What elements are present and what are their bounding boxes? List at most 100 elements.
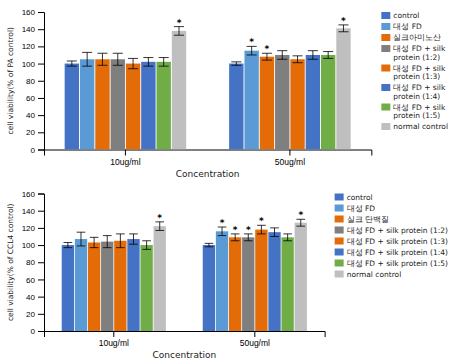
legend-swatch <box>381 12 390 19</box>
bar <box>65 64 79 150</box>
x-axis-line <box>45 332 326 338</box>
bar <box>295 223 307 331</box>
legend-item: normal control <box>335 270 402 279</box>
significance-mark: * <box>157 213 162 223</box>
significance-mark: * <box>246 225 251 235</box>
bar <box>306 55 320 150</box>
y-axis-line <box>38 194 45 332</box>
bar <box>229 237 241 331</box>
bar <box>255 230 267 331</box>
legend-swatch <box>335 216 344 223</box>
legend-item: 대성 FD + silkprotein (1:3) <box>381 64 446 82</box>
legend-label: 대성 FD + silkprotein (1:5) <box>393 103 446 121</box>
y-tick: 40 <box>26 293 44 302</box>
y-tick: 140 <box>22 25 44 34</box>
y-tick: 20 <box>26 128 44 137</box>
error-bar <box>218 227 227 236</box>
bar <box>336 28 350 149</box>
error-bar <box>323 52 333 59</box>
error-bar <box>113 53 123 65</box>
y-tick: 140 <box>22 207 44 216</box>
legend-item: control <box>381 11 419 20</box>
y-tick-label: 20 <box>26 128 35 137</box>
legend-swatch <box>381 34 390 41</box>
x-tick: 10ug/ml <box>99 331 129 348</box>
legend-label: 실크 단백질 <box>347 215 389 224</box>
bar <box>154 226 166 331</box>
y-axis: 020406080100120140160 <box>22 190 45 337</box>
bar <box>244 51 258 150</box>
legend-swatch <box>381 23 390 30</box>
y-tick-mark <box>38 132 44 133</box>
error-bar <box>143 58 153 67</box>
legend-swatch <box>381 84 390 91</box>
x-tick: 50ug/ml <box>275 150 305 167</box>
panel: control 대성 FD 실크 단백질대성 FD + silk protein (… <box>6 190 448 360</box>
series <box>111 51 290 150</box>
bar <box>172 31 186 150</box>
series <box>154 219 307 331</box>
error-bar <box>205 243 214 246</box>
error-bar <box>247 46 257 55</box>
legend-item: 실크아미노산 <box>381 33 441 42</box>
x-axis: 10ug/ml50ug/ml <box>45 331 326 348</box>
y-tick: 0 <box>31 146 44 155</box>
y-tick-label: 40 <box>26 293 35 302</box>
legend-item: 대성 FD + silkprotein (1:2) <box>381 44 446 62</box>
error-bar <box>97 53 107 65</box>
chart-canvas: control 대성 FD 실크아미노산대성 FD + silkprotein (1… <box>0 0 454 363</box>
error-bar <box>277 51 287 60</box>
error-bar <box>116 234 125 248</box>
error-bar <box>67 61 77 66</box>
bars <box>65 25 351 150</box>
y-tick: 120 <box>22 42 44 51</box>
legend-label: 대성 FD + silkprotein (1:3) <box>393 64 446 82</box>
legend-swatch <box>335 260 344 267</box>
legend-item: control <box>335 193 373 202</box>
significance-mark: * <box>298 210 303 220</box>
y-tick-label: 40 <box>26 111 35 120</box>
legend-label: 대성 FD <box>347 204 376 213</box>
y-tick-label: 160 <box>22 190 36 199</box>
legend: control대성 FD실크아미노산대성 FD + silkprotein (1… <box>381 11 448 131</box>
annotations: **** <box>177 16 346 54</box>
y-tick-mark <box>38 29 44 30</box>
y-tick: 0 <box>31 327 44 336</box>
legend-item: 대성 FD <box>335 204 376 213</box>
legend-label: control <box>393 11 419 20</box>
error-bar <box>231 234 240 241</box>
y-tick-mark <box>38 262 44 263</box>
legend-item: normal control <box>381 122 448 131</box>
y-tick-label: 80 <box>26 258 35 267</box>
plot-area: 02040608010012014016010ug/ml50ug/ml****C… <box>6 8 372 178</box>
y-tick-mark <box>38 194 44 195</box>
y-tick-label: 100 <box>22 60 36 69</box>
significance-mark: * <box>341 16 346 26</box>
legend-swatch <box>335 227 344 234</box>
bar <box>281 237 293 331</box>
legend-item: 대성 FD + silk protein (1:4) <box>335 248 448 257</box>
legend-label: 대성 FD + silkprotein (1:4) <box>393 83 446 101</box>
significance-mark: * <box>220 218 225 228</box>
y-tick: 80 <box>26 77 44 86</box>
bars <box>62 219 307 331</box>
y-axis-line <box>38 13 45 151</box>
legend-swatch <box>335 238 344 245</box>
y-tick-mark <box>38 64 44 65</box>
y-tick-mark <box>38 46 44 47</box>
panel: control대성 FD실크아미노산대성 FD + silkprotein (1… <box>6 8 448 178</box>
x-tick-label: 10ug/ml <box>110 157 140 167</box>
bar <box>80 59 94 149</box>
x-axis-line <box>45 150 372 156</box>
error-bar <box>308 51 318 60</box>
y-tick-mark <box>38 115 44 116</box>
legend-swatch <box>381 104 390 111</box>
y-tick: 100 <box>22 60 44 69</box>
bar <box>275 55 289 150</box>
series <box>127 228 280 331</box>
legend-swatch <box>335 194 344 201</box>
legend-item: 대성 FD + silk protein (1:3) <box>335 237 448 246</box>
significance-mark: * <box>259 216 264 226</box>
bar <box>268 232 280 331</box>
error-bar <box>64 242 73 247</box>
